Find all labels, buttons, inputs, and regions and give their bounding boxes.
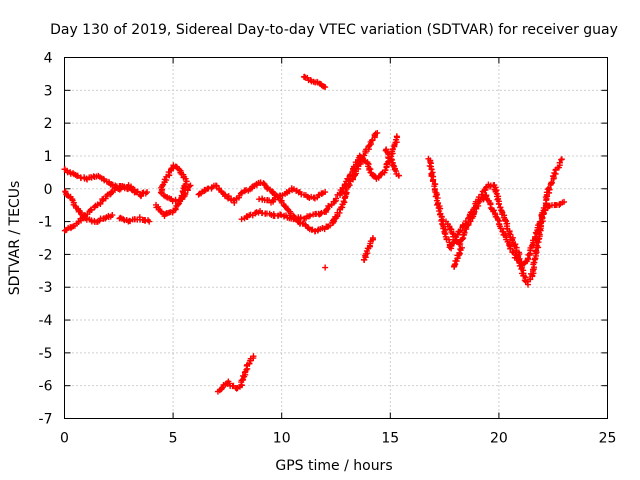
data-point-marker	[257, 179, 264, 186]
data-point-marker	[322, 264, 329, 271]
data-point-marker	[108, 189, 115, 196]
data-point-marker	[229, 383, 236, 390]
data-point-marker	[133, 189, 140, 196]
data-point-marker	[556, 159, 563, 166]
data-point-marker	[181, 190, 188, 197]
data-point-marker	[512, 251, 519, 258]
data-point-marker	[458, 244, 465, 251]
data-point-marker	[533, 247, 540, 254]
data-point-marker	[299, 220, 306, 227]
y-tick-label: 4	[44, 51, 53, 67]
y-tick-label: -6	[39, 379, 53, 395]
data-point-marker	[506, 230, 513, 237]
data-point-marker	[305, 213, 312, 220]
data-point-marker	[497, 225, 504, 232]
y-tick-label: 2	[44, 116, 53, 132]
data-point-marker	[183, 178, 190, 185]
data-point-marker	[322, 84, 329, 91]
x-tick-label: 10	[273, 431, 291, 447]
data-point-marker	[182, 181, 189, 188]
data-point-marker	[333, 195, 339, 202]
y-tick-label: 0	[44, 182, 53, 198]
x-axis-label: GPS time / hours	[275, 458, 392, 474]
data-point-marker	[558, 156, 565, 163]
data-point-marker	[307, 212, 314, 219]
axis-ticks	[64, 57, 608, 419]
data-point-marker	[250, 353, 257, 360]
data-point-marker	[506, 242, 513, 249]
data-point-marker	[285, 188, 292, 195]
data-point-marker	[382, 167, 389, 174]
data-point-marker	[146, 218, 153, 225]
data-point-marker	[530, 259, 537, 266]
data-point-marker	[393, 133, 400, 140]
data-point-marker	[551, 169, 558, 176]
data-point-marker	[292, 215, 299, 222]
plot-frame	[64, 57, 608, 419]
data-point-marker	[318, 209, 325, 216]
data-point-marker	[361, 157, 368, 164]
data-point-marker	[109, 212, 116, 219]
data-point-marker	[345, 176, 352, 183]
data-point-marker	[368, 137, 375, 144]
data-point-marker	[369, 235, 376, 241]
data-point-marker	[495, 201, 502, 208]
chart-title: Day 130 of 2019, Sidereal Day-to-day VTE…	[50, 22, 618, 38]
x-tick-label: 0	[60, 431, 69, 447]
y-tick-label: -2	[39, 247, 53, 263]
data-point-marker	[395, 172, 402, 179]
y-tick-label: -5	[39, 346, 53, 362]
y-tick-label: -4	[39, 313, 53, 329]
data-point-marker	[545, 185, 552, 192]
data-point-marker	[461, 229, 468, 236]
data-point-marker	[317, 210, 324, 217]
data-point-marker	[457, 227, 464, 234]
data-point-marker	[507, 245, 514, 252]
data-point-marker	[532, 248, 539, 255]
data-point-marker	[136, 214, 143, 221]
x-tick-labels: 0 5 10 15 20 25	[60, 431, 616, 447]
data-point-marker	[462, 225, 469, 232]
data-point-marker	[548, 179, 555, 186]
data-point-marker	[144, 189, 151, 196]
data-point-marker	[341, 181, 348, 188]
data-point-marker	[487, 183, 494, 190]
y-tick-label: -7	[39, 412, 53, 428]
y-tick-label: 1	[44, 149, 53, 165]
x-tick-label: 5	[169, 431, 178, 447]
data-point-marker	[157, 207, 164, 214]
data-point-marker	[374, 129, 381, 136]
data-point-marker	[482, 184, 489, 191]
data-points	[61, 73, 568, 395]
data-point-marker	[322, 189, 329, 196]
data-point-marker	[187, 182, 194, 189]
y-tick-label: -3	[39, 280, 53, 296]
y-tick-label: -1	[39, 215, 53, 231]
data-point-marker	[561, 198, 568, 205]
y-tick-labels: 4 3 2 1 0 -1 -2 -3 -4 -5 -6 -7	[39, 51, 53, 428]
data-point-marker	[128, 186, 135, 193]
data-point-marker	[108, 188, 115, 195]
data-point-marker	[459, 236, 466, 243]
grid	[64, 57, 608, 419]
data-point-marker	[478, 191, 485, 198]
x-tick-label: 25	[599, 431, 617, 447]
y-axis-label: SDTVAR / TECUs	[7, 181, 23, 296]
x-tick-label: 20	[490, 431, 508, 447]
data-point-marker	[238, 216, 245, 223]
data-point-marker	[452, 233, 459, 240]
data-point-marker	[331, 198, 338, 205]
data-point-marker	[532, 233, 539, 240]
data-point-marker	[175, 199, 182, 206]
data-point-marker	[186, 183, 193, 190]
y-tick-label: 3	[44, 83, 53, 99]
data-point-marker	[237, 190, 244, 197]
data-point-marker	[120, 216, 127, 223]
data-point-marker	[340, 198, 347, 205]
x-tick-label: 15	[381, 431, 399, 447]
